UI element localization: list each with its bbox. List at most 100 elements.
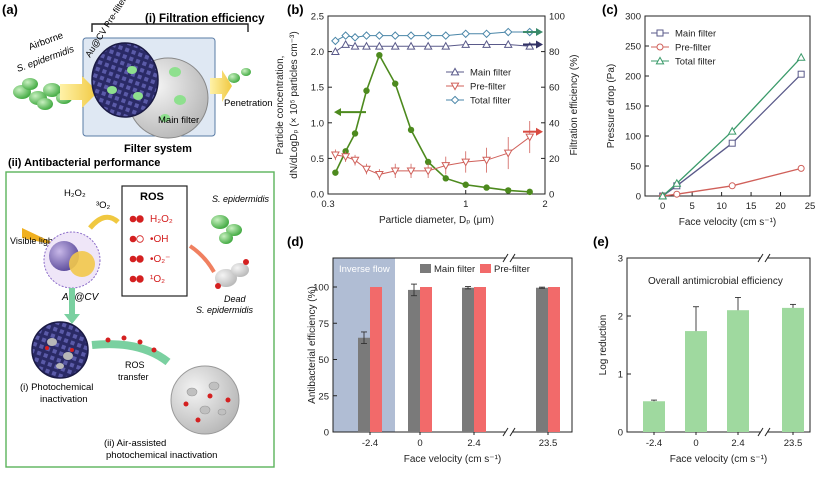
- bar: [370, 287, 382, 432]
- x-tick-label: 0.3: [321, 199, 334, 210]
- penetration-arrow-icon: [210, 70, 232, 102]
- penetration-text: Penetration: [224, 98, 273, 109]
- legend-label: Main filter: [675, 29, 716, 40]
- s-epidermidis-label: S. epidermidis: [212, 194, 270, 204]
- y-axis-label: Antibacterial efficiency (%): [307, 286, 318, 404]
- efficiency-point: [441, 41, 451, 50]
- y-tick-label: 1: [618, 370, 623, 381]
- legend-marker: [450, 82, 460, 91]
- photochemical-text: (i) Photochemical: [20, 382, 93, 393]
- ros-species-label: •O₂⁻: [150, 254, 170, 265]
- y-tick-label: 2.0: [311, 47, 324, 58]
- ros-species-label: •OH: [150, 234, 169, 245]
- h2o2-text: H₂O₂: [64, 188, 86, 199]
- pre-filter-disc-small: [31, 321, 89, 379]
- y-tick-label: 25: [318, 391, 329, 402]
- efficiency-point: [461, 158, 471, 167]
- x-tick-label: 25: [805, 201, 816, 212]
- axis-break-mark: [757, 427, 764, 437]
- y2-tick-label: 80: [549, 47, 560, 58]
- x-axis-label: Particle diameter, Dₚ (μm): [379, 215, 494, 226]
- legend-label: Total filter: [675, 57, 716, 68]
- panel-b-chart: (b) 0.0 0.5 1.0 1.5 2.0 2.5 0 20 40 60 80 100 0.3 1 2 Pa…: [275, 2, 580, 226]
- concentration-point: [442, 175, 449, 182]
- x-tick-label: 1: [463, 199, 468, 210]
- legend-marker: [450, 95, 460, 105]
- y-tick-label: 150: [625, 102, 641, 113]
- ros-dot-icon: [136, 255, 144, 263]
- ros-generation-arrow-icon: [88, 214, 120, 230]
- plot-frame: [327, 15, 546, 195]
- main-filter-disc-small: [170, 365, 240, 435]
- ros-dot-icon: [136, 275, 144, 283]
- x-axis-label: Face velocity (cm s⁻¹): [679, 217, 777, 228]
- section-filtration-title: (i) Filtration efficiency: [145, 13, 265, 25]
- bar: [643, 401, 665, 432]
- live-bacteria-icon: [211, 215, 242, 244]
- y-tick-label: 300: [625, 12, 641, 23]
- y-tick-label: 2.5: [311, 12, 324, 23]
- panel-c-chart: (c) 0 50 100 150 200 250 300 0 5 10 15 20 25 Face velo…: [602, 2, 815, 228]
- inactivated-bacteria-icon: [45, 338, 74, 369]
- concentration-point: [376, 51, 383, 59]
- efficiency-point: [482, 39, 492, 48]
- trapped-bacteria-icon: [107, 66, 186, 122]
- y-tick-label: 3: [618, 254, 623, 265]
- ros-dot-icon: [136, 235, 144, 243]
- y-tick-label: 1.0: [311, 118, 324, 129]
- ros-transfer-arrow-icon: [91, 340, 171, 366]
- y-tick-label: 1.5: [311, 83, 324, 94]
- x-tick-label: 23.5: [539, 438, 558, 449]
- au-sphere-icon: [69, 251, 95, 277]
- air-assisted-text: (ii) Air-assisted: [104, 438, 166, 449]
- y2-tick-label: 100: [549, 12, 565, 23]
- x-tick-label: -2.4: [362, 438, 378, 449]
- airflow-arrow-icon: [60, 76, 98, 108]
- y-tick-label: 0: [618, 428, 623, 439]
- efficiency-point: [362, 31, 371, 40]
- x-tick-label: 2.4: [731, 438, 744, 449]
- down-arrowhead-icon: [64, 314, 80, 324]
- bar: [420, 287, 432, 432]
- pressure-point: [797, 70, 805, 78]
- y-tick-label: 0.0: [311, 190, 324, 201]
- y2-tick-label: 20: [549, 154, 560, 165]
- pressure-point: [797, 164, 805, 172]
- y-tick-label: 75: [318, 319, 329, 330]
- left-arrowhead: [334, 108, 341, 117]
- ros-dot-icon: [129, 215, 137, 223]
- efficiency-point: [331, 36, 340, 46]
- plot-frame: [644, 15, 811, 197]
- efficiency-point: [423, 41, 433, 50]
- efficiency-point: [330, 46, 340, 55]
- right-arrowhead: [536, 127, 543, 136]
- ros-dot-icon: [136, 215, 144, 223]
- efficiency-point: [350, 156, 360, 165]
- legend-label: Total filter: [470, 96, 511, 107]
- axis-break-mark: [509, 427, 516, 437]
- x-tick-label: 0: [693, 438, 698, 449]
- air-assisted-photochemical-text: photochemical inactivation: [106, 450, 217, 461]
- efficiency-point: [390, 31, 400, 40]
- legend-label: Pre-filter: [675, 43, 711, 54]
- legend-label: Main filter: [470, 68, 511, 79]
- ros-species-list: H₂O₂ •OH •O₂⁻ ¹O₂: [129, 214, 173, 285]
- x-tick-label: 0: [417, 438, 422, 449]
- pressure-line: [662, 56, 802, 197]
- x-tick-label: 15: [746, 201, 757, 212]
- concentration-point: [483, 184, 490, 191]
- legend-marker: [656, 29, 664, 37]
- air-assisted-bacteria-icon: [183, 381, 231, 423]
- efficiency-point: [406, 41, 416, 50]
- legend-label: Pre-filter: [494, 264, 530, 275]
- concentration-point: [407, 126, 415, 134]
- efficiency-point: [341, 31, 350, 40]
- panel-e-chart: (e) Overall antimicrobial efficiency 0 1 2 3 -…: [593, 234, 811, 465]
- y-tick-label: 200: [625, 72, 641, 83]
- efficiency-point: [423, 31, 433, 40]
- ros-transfer-text: ROS: [125, 360, 145, 370]
- efficiency-point: [390, 167, 400, 176]
- legend-swatch: [480, 264, 491, 273]
- efficiency-point: [341, 39, 351, 48]
